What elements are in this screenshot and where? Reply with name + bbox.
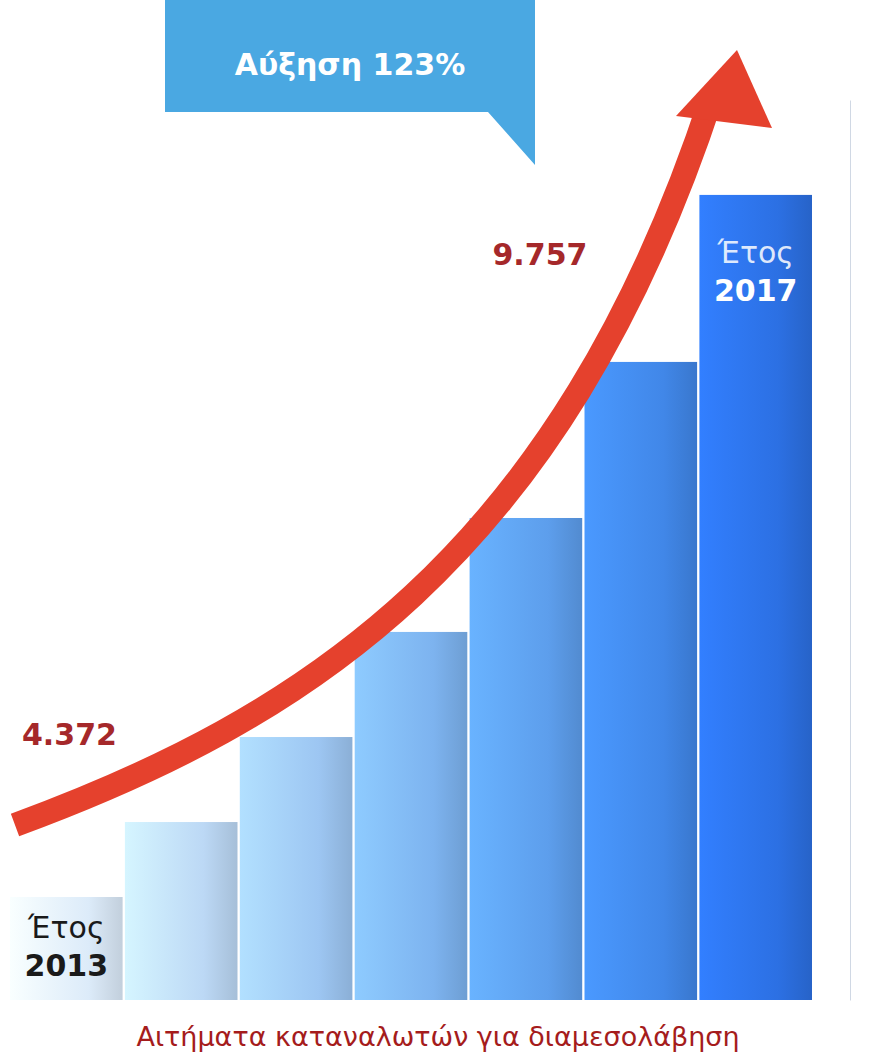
data-label: 9.757 bbox=[492, 237, 587, 272]
x-tick: Έτος2013 bbox=[25, 910, 109, 1000]
x-tick-label-part: Έτος bbox=[716, 235, 793, 270]
data-label: 4.372 bbox=[22, 717, 117, 752]
data-labels: 4.372 9.757 bbox=[22, 237, 587, 752]
bar bbox=[355, 632, 468, 1000]
x-tick-label-part: Έτος bbox=[27, 910, 104, 945]
title: Αιτήματα καταναλωτών για διαμεσολάβηση bbox=[136, 1021, 739, 1052]
annotation: Αύξηση 123% bbox=[235, 47, 465, 82]
x-tick-label-part: 2017 bbox=[714, 273, 798, 308]
bar bbox=[470, 518, 583, 1000]
x-tick-label-part: 2013 bbox=[25, 948, 109, 983]
callout: Αύξηση 123% bbox=[165, 0, 535, 165]
x-tick-label: Έτος2017 bbox=[714, 235, 798, 308]
bar bbox=[240, 737, 353, 1000]
x-tick: Έτος2017 bbox=[714, 235, 798, 1000]
arrow-head bbox=[676, 50, 772, 128]
chart: Αύξηση 123%Έτος2013Έτος20174.3729.757Αιτ… bbox=[0, 0, 876, 1062]
bar bbox=[125, 822, 238, 1000]
y-axis-line bbox=[850, 101, 851, 1001]
y-axis bbox=[850, 101, 851, 1001]
x-axis: Έτος2013Έτος2017 bbox=[25, 235, 798, 1000]
callout-box bbox=[165, 0, 535, 165]
x-tick-label: Έτος2013 bbox=[25, 910, 109, 983]
growth-arrow bbox=[15, 50, 772, 825]
arrow-shaft bbox=[15, 96, 712, 825]
bar bbox=[699, 195, 812, 1000]
bar bbox=[10, 897, 123, 1000]
bar bbox=[584, 362, 697, 1000]
